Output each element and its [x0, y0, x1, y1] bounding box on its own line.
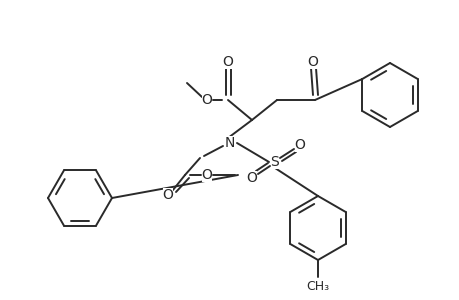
- Text: CH₃: CH₃: [306, 280, 329, 292]
- Text: O: O: [201, 168, 212, 182]
- Text: O: O: [201, 93, 212, 107]
- Text: S: S: [270, 155, 279, 169]
- Text: N: N: [224, 136, 235, 150]
- Text: O: O: [162, 188, 173, 202]
- Text: O: O: [246, 171, 257, 185]
- Text: O: O: [294, 138, 305, 152]
- Text: O: O: [222, 55, 233, 69]
- Text: O: O: [307, 55, 318, 69]
